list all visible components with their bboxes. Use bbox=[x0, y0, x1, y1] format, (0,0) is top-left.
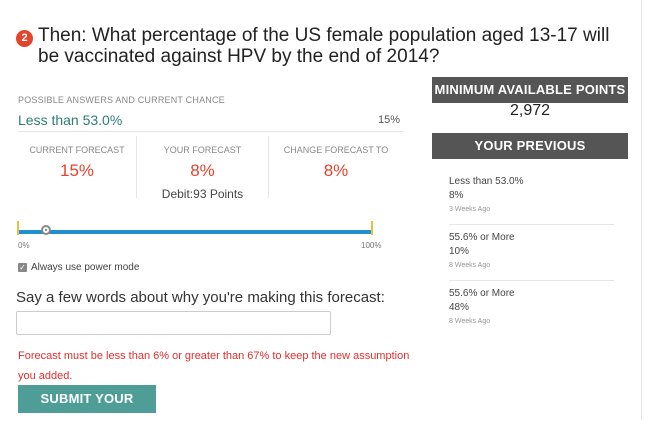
change-forecast-column: CHANGE FORECAST TO 8% bbox=[269, 145, 403, 181]
reason-prompt: Say a few words about why you're making … bbox=[16, 289, 385, 306]
divider bbox=[449, 224, 614, 225]
divider bbox=[136, 136, 137, 198]
power-mode-label[interactable]: Always use power mode bbox=[31, 262, 140, 273]
previous-forecast-value: 48% bbox=[449, 302, 470, 313]
previous-forecast-item: Less than 53.0% 8% 3 Weeks Ago bbox=[449, 176, 614, 213]
min-points-header: MINIMUM AVAILABLE POINTS bbox=[432, 77, 628, 103]
reason-input[interactable] bbox=[16, 311, 331, 335]
previous-forecast-time: 8 Weeks Ago bbox=[449, 262, 491, 269]
your-forecast-label: YOUR FORECAST bbox=[163, 145, 242, 155]
previous-forecast-answer: 55.6% or More bbox=[449, 232, 515, 243]
slider-min-tick bbox=[17, 221, 19, 235]
power-mode-checkbox[interactable]: ✓ bbox=[18, 263, 27, 272]
answer-option-label[interactable]: Less than 53.0% bbox=[18, 112, 123, 128]
previous-forecast-time: 8 Weeks Ago bbox=[449, 318, 491, 325]
validation-error-message: Forecast must be less than 6% or greater… bbox=[18, 350, 410, 382]
previous-forecast-answer: Less than 53.0% bbox=[449, 176, 524, 187]
min-points-value: 2,972 bbox=[509, 102, 551, 119]
slider-max-label: 100% bbox=[361, 241, 382, 250]
change-forecast-label: CHANGE FORECAST TO bbox=[283, 145, 389, 155]
previous-forecast-value: 10% bbox=[449, 246, 470, 257]
debit-points: Debit:93 Points bbox=[161, 187, 244, 201]
answers-section-label: POSSIBLE ANSWERS AND CURRENT CHANCE bbox=[18, 95, 225, 105]
change-forecast-value[interactable]: 8% bbox=[323, 161, 349, 180]
submit-forecast-button[interactable]: SUBMIT YOUR FORECAST bbox=[18, 385, 156, 434]
previous-forecast-time: 3 Weeks Ago bbox=[449, 206, 491, 213]
current-forecast-label: CURRENT FORECAST bbox=[29, 145, 125, 155]
previous-forecast-item: 55.6% or More 10% 8 Weeks Ago bbox=[449, 232, 614, 269]
slider-min-label: 0% bbox=[18, 241, 30, 250]
current-forecast-column: CURRENT FORECAST 15% bbox=[18, 145, 136, 181]
page-border bbox=[641, 0, 642, 420]
answer-current-chance: 15% bbox=[378, 114, 401, 126]
divider bbox=[268, 136, 269, 198]
previous-forecast-value: 8% bbox=[449, 190, 464, 201]
slider-max-tick bbox=[371, 221, 373, 235]
forecast-slider-track[interactable] bbox=[18, 230, 373, 234]
your-forecast-column: YOUR FORECAST 8% Debit:93 Points bbox=[137, 145, 268, 201]
question-title: Then: What percentage of the US female p… bbox=[38, 25, 610, 67]
question-number-badge: 2 bbox=[16, 30, 33, 47]
previous-forecast-item: 55.6% or More 48% 8 Weeks Ago bbox=[449, 288, 614, 325]
current-forecast-value: 15% bbox=[59, 161, 95, 180]
previous-forecast-answer: 55.6% or More bbox=[449, 288, 515, 299]
divider bbox=[18, 131, 403, 132]
forecast-slider-handle[interactable] bbox=[41, 225, 52, 235]
divider bbox=[449, 280, 614, 281]
your-forecast-value: 8% bbox=[190, 161, 215, 180]
previous-forecasts-header: YOUR PREVIOUS FORECASTS bbox=[432, 133, 628, 179]
